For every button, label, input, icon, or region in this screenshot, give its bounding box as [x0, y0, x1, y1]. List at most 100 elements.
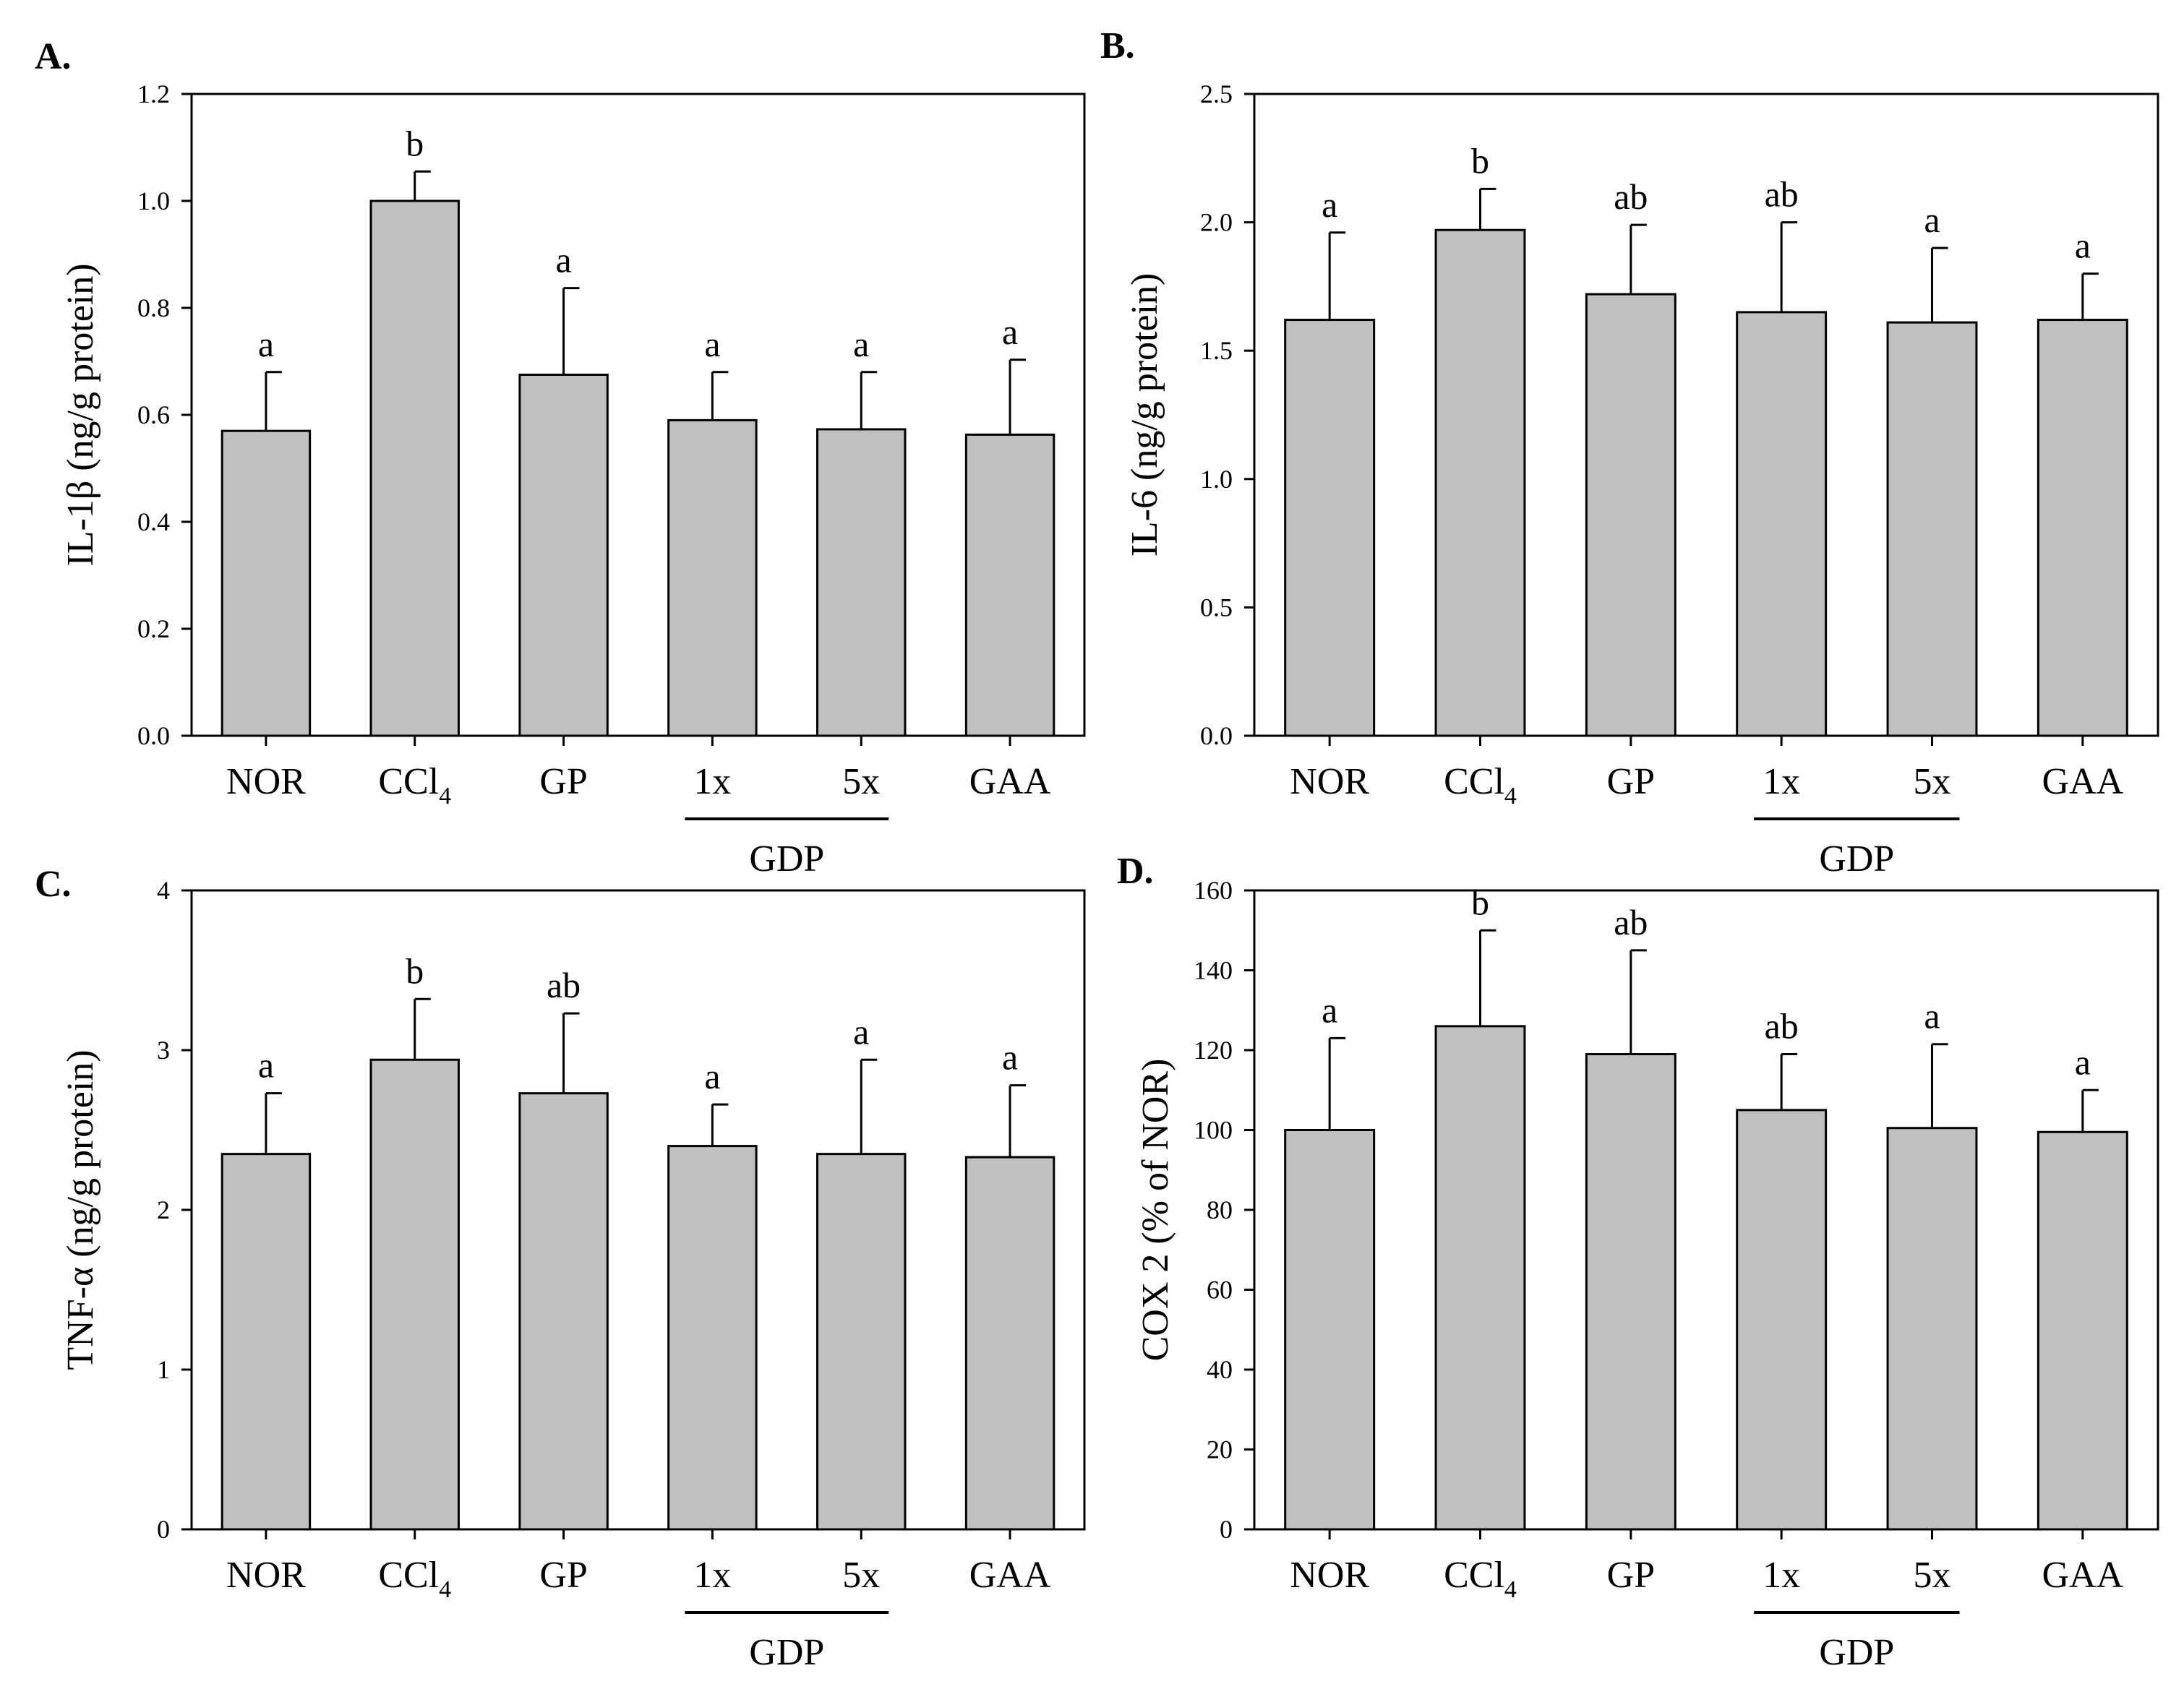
significance-letter: a [853, 1011, 869, 1052]
x-tick-label-main: 5x [842, 761, 880, 802]
y-tick-label: 160 [1194, 876, 1233, 905]
bar [220, 429, 312, 737]
x-tick-label-main: CCl [378, 761, 439, 802]
y-tick-label: 0.2 [137, 614, 170, 643]
group-label: GDP [749, 838, 824, 880]
x-tick-label-main: GP [539, 761, 587, 802]
x-tick-label: NOR [226, 1555, 306, 1596]
x-tick-label-main: GP [1607, 761, 1655, 802]
y-axis-title: IL-1β (ng/g protein) [60, 263, 101, 566]
group-label: GDP [1819, 1632, 1894, 1673]
x-tick-label: 5x [1914, 1555, 1951, 1596]
chart-panel: A. a b a a a a 0.0 0.2 0.4 0.6 0.8 1.0 1.2 IL-1β (ng/g… [35, 36, 1086, 880]
x-tick-label: 5x [842, 761, 880, 802]
x-tick-label: GAA [2042, 1555, 2123, 1596]
bar [816, 428, 907, 737]
x-tick-label-main: NOR [1290, 761, 1369, 802]
bar [1585, 1053, 1676, 1531]
y-tick-label: 2 [157, 1195, 170, 1224]
x-tick-label: GAA [2042, 761, 2123, 802]
y-tick-label: 40 [1207, 1355, 1233, 1384]
bar [518, 374, 609, 737]
significance-letter: b [406, 123, 424, 163]
significance-letter: a [704, 324, 720, 364]
bar [816, 1153, 907, 1531]
y-tick-label: 140 [1194, 956, 1233, 985]
x-tick-label-main: CCl [1444, 761, 1504, 802]
significance-letter: ab [1765, 174, 1799, 215]
x-tick-label: 5x [1914, 761, 1951, 802]
bar [2037, 1130, 2128, 1531]
significance-letter: a [1322, 989, 1337, 1030]
x-tick-label-main: NOR [226, 1555, 306, 1596]
y-tick-label: 1.5 [1200, 336, 1233, 365]
x-tick-label: NOR [1290, 1555, 1369, 1596]
y-axis-title: TNF-α (ng/g protein) [60, 1049, 101, 1370]
y-tick-label: 0.6 [137, 400, 170, 429]
significance-letter: ab [1765, 1006, 1799, 1047]
significance-letter: a [1002, 312, 1018, 352]
bar [1284, 1129, 1376, 1531]
bar [1736, 1109, 1828, 1531]
x-tick-label-main: CCl [378, 1555, 439, 1596]
x-tick-label-main: GAA [2042, 761, 2123, 802]
bar [369, 1058, 460, 1531]
significance-letter: b [406, 950, 424, 991]
bar [964, 1156, 1055, 1531]
x-tick-label: GP [1607, 1555, 1655, 1596]
significance-letter: ab [1614, 902, 1648, 942]
significance-letter: a [2075, 225, 2091, 266]
x-tick-label-main: 1x [693, 761, 731, 802]
panel-label: C. [35, 864, 72, 905]
x-tick-label-main: 5x [1914, 1555, 1951, 1596]
x-tick-label: GP [539, 761, 587, 802]
y-tick-label: 0.0 [137, 721, 170, 750]
significance-letter: b [1471, 882, 1489, 922]
x-tick-label-main: 1x [1763, 1555, 1800, 1596]
bar [1434, 228, 1526, 737]
bar [518, 1092, 609, 1531]
significance-letter: b [1471, 140, 1489, 181]
bar [1736, 311, 1828, 737]
significance-letter: a [258, 1045, 274, 1086]
x-tick-label-subscript: 4 [439, 1576, 451, 1603]
x-tick-label-main: GP [539, 1555, 587, 1596]
x-tick-label-main: 5x [842, 1555, 880, 1596]
significance-letter: a [555, 240, 571, 280]
group-label: GDP [1819, 838, 1894, 880]
x-tick-label: 1x [1763, 761, 1800, 802]
x-tick-label: 1x [693, 761, 731, 802]
x-tick-label: GAA [969, 761, 1051, 802]
y-tick-label: 4 [157, 876, 170, 905]
group-label: GDP [749, 1632, 824, 1673]
plot-frame [1253, 93, 2159, 737]
y-tick-label: 80 [1207, 1195, 1233, 1224]
y-tick-label: 120 [1194, 1036, 1233, 1065]
y-tick-label: 2.5 [1200, 80, 1233, 108]
significance-letter: a [704, 1056, 720, 1096]
x-tick-label: 1x [693, 1555, 731, 1596]
x-tick-label-main: CCl [1444, 1555, 1504, 1596]
bar [667, 418, 758, 737]
x-tick-label: GAA [969, 1555, 1051, 1596]
x-tick-label-main: GAA [2042, 1555, 2123, 1596]
significance-letter: ab [1614, 176, 1648, 217]
x-tick-label-main: GP [1607, 1555, 1655, 1596]
x-tick-label: CCl4 [378, 761, 451, 809]
y-tick-label: 0.5 [1200, 593, 1233, 622]
panel-label: D. [1117, 851, 1154, 892]
x-tick-label: CCl4 [1444, 761, 1517, 809]
x-tick-label-subscript: 4 [1504, 1576, 1517, 1603]
y-axis-title: IL-6 (ng/g protein) [1124, 273, 1165, 557]
x-tick-label: 5x [842, 1555, 880, 1596]
bar [1886, 321, 1978, 737]
bar [2037, 319, 2128, 737]
x-tick-label-main: 1x [1763, 761, 1800, 802]
significance-letter: ab [547, 965, 581, 1005]
bar [220, 1153, 312, 1531]
x-tick-label-main: NOR [1290, 1555, 1369, 1596]
